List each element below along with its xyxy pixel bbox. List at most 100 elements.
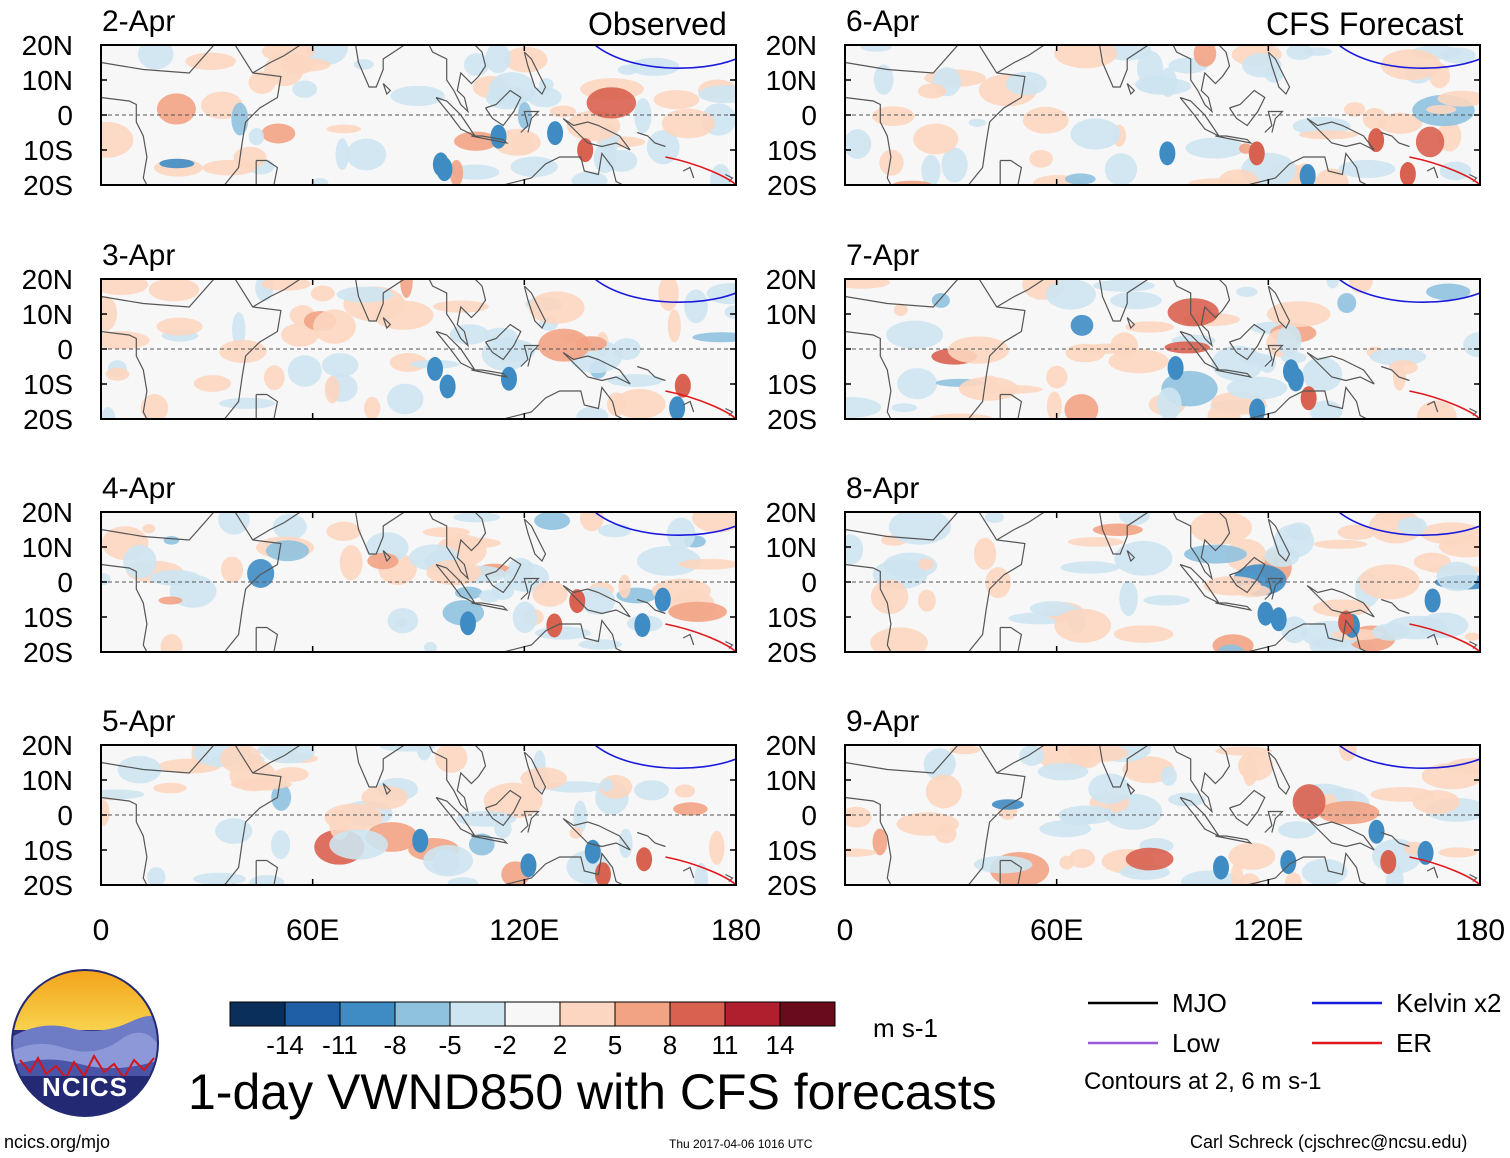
- map-panel: 20N 10N 0 10S 20S 2-Apr: [22, 5, 737, 201]
- x-tick-label: 0: [837, 914, 854, 947]
- y-tick-label: 10N: [766, 532, 817, 563]
- y-tick-label: 0: [801, 100, 817, 131]
- colorbar-level-label: 11: [712, 1030, 739, 1060]
- y-tick-label: 20S: [23, 870, 73, 901]
- y-tick-label: 20N: [766, 264, 817, 295]
- colorbar-level-label: -8: [383, 1030, 406, 1060]
- y-tick-label: 10S: [767, 835, 817, 866]
- colorbar-level-label: 5: [608, 1030, 622, 1060]
- y-tick-label: 10N: [766, 65, 817, 96]
- y-tick-label: 0: [57, 800, 73, 831]
- panel-date-label: 5-Apr: [102, 705, 175, 738]
- cfs-forecast-title: CFS Forecast: [1266, 6, 1464, 42]
- map-panel: 20N 10N 0 10S 20S 4-Apr: [22, 472, 737, 668]
- x-tick-label: 180: [711, 914, 761, 947]
- y-tick-label: 20S: [767, 170, 817, 201]
- colorbar-swatch: [504, 1001, 561, 1027]
- colorbar-swatch: [614, 1001, 671, 1027]
- legend-label: Low: [1172, 1028, 1220, 1058]
- colorbar-swatch: [339, 1001, 396, 1027]
- y-tick-label: 10N: [766, 299, 817, 330]
- y-tick-label: 10S: [767, 369, 817, 400]
- map-panel: 20N 10N 0 10S 20S 8-Apr: [766, 472, 1481, 668]
- y-tick-label: 10N: [22, 765, 73, 796]
- panel-date-label: 3-Apr: [102, 239, 175, 272]
- map-panel: 20N 10N 0 10S 20S 3-Apr: [22, 239, 737, 435]
- y-tick-label: 20N: [766, 30, 817, 61]
- y-tick-label: 0: [801, 334, 817, 365]
- y-tick-label: 20S: [23, 637, 73, 668]
- chart-title: 1-day VWND850 with CFS forecasts: [188, 1064, 997, 1120]
- y-tick-label: 20S: [767, 870, 817, 901]
- y-tick-label: 20N: [22, 264, 73, 295]
- colorbar-level-label: -11: [322, 1030, 358, 1060]
- y-tick-label: 20S: [767, 637, 817, 668]
- y-tick-label: 20S: [23, 170, 73, 201]
- x-tick-label: 120E: [1233, 914, 1303, 947]
- y-tick-label: 10N: [22, 299, 73, 330]
- y-tick-label: 10N: [22, 65, 73, 96]
- footer-timestamp: Thu 2017-04-06 1016 UTC: [669, 1137, 813, 1151]
- colorbar: -14 -11 -8 -5 -2 2 5 8 11 14: [229, 1001, 836, 1060]
- y-tick-label: 20S: [23, 404, 73, 435]
- colorbar-level-label: 8: [663, 1030, 677, 1060]
- map-panel: 20N 10N 0 10S 20S 6-Apr: [766, 5, 1481, 201]
- colorbar-swatch: [559, 1001, 616, 1027]
- y-tick-label: 20N: [22, 730, 73, 761]
- colorbar-level-label: 2: [553, 1030, 567, 1060]
- y-tick-label: 0: [57, 100, 73, 131]
- y-tick-label: 10N: [22, 532, 73, 563]
- y-tick-label: 10S: [23, 602, 73, 633]
- colorbar-swatch: [229, 1001, 286, 1027]
- footer-credit: Carl Schreck (cjschrec@ncsu.edu): [1190, 1132, 1468, 1152]
- colorbar-swatch: [724, 1001, 781, 1027]
- x-tick-label: 180: [1455, 914, 1505, 947]
- panel-date-label: 8-Apr: [846, 472, 919, 505]
- y-tick-label: 20N: [766, 730, 817, 761]
- legend: MJO Kelvin x2 Low ER: [1088, 988, 1502, 1058]
- x-tick-label: 60E: [1030, 914, 1083, 947]
- legend-label: Kelvin x2: [1396, 988, 1502, 1018]
- colorbar-swatch: [394, 1001, 451, 1027]
- panel-date-label: 7-Apr: [846, 239, 919, 272]
- legend-label: MJO: [1172, 988, 1227, 1018]
- colorbar-level-label: 14: [766, 1030, 795, 1060]
- colorbar-units: m s-1: [873, 1013, 938, 1043]
- y-tick-label: 0: [801, 567, 817, 598]
- x-tick-label: 60E: [286, 914, 339, 947]
- panel-date-label: 9-Apr: [846, 705, 919, 738]
- panel-date-label: 2-Apr: [102, 5, 175, 38]
- panel-date-label: 6-Apr: [846, 5, 919, 38]
- footer-url[interactable]: ncics.org/mjo: [4, 1132, 111, 1152]
- x-tick-label: 0: [93, 914, 110, 947]
- y-tick-label: 10S: [23, 835, 73, 866]
- colorbar-swatch: [449, 1001, 506, 1027]
- colorbar-level-label: -5: [438, 1030, 461, 1060]
- y-tick-label: 20S: [767, 404, 817, 435]
- map-panel: 20N 10N 0 10S 20S 9-Apr: [766, 705, 1481, 901]
- colorbar-swatch: [669, 1001, 726, 1027]
- y-tick-label: 0: [801, 800, 817, 831]
- observed-title: Observed: [588, 6, 727, 42]
- y-tick-label: 20N: [22, 497, 73, 528]
- map-panel: 20N 10N 0 10S 20S 5-Apr: [22, 705, 737, 901]
- panel-date-label: 4-Apr: [102, 472, 175, 505]
- ncics-logo: NCICS: [10, 968, 160, 1118]
- logo-text: NCICS: [42, 1072, 128, 1102]
- colorbar-swatch: [284, 1001, 341, 1027]
- y-tick-label: 0: [57, 334, 73, 365]
- y-tick-label: 10S: [23, 369, 73, 400]
- y-tick-label: 10S: [23, 135, 73, 166]
- y-tick-label: 20N: [766, 497, 817, 528]
- legend-label: ER: [1396, 1028, 1432, 1058]
- y-tick-label: 20N: [22, 30, 73, 61]
- colorbar-level-label: -2: [493, 1030, 516, 1060]
- y-tick-label: 10N: [766, 765, 817, 796]
- colorbar-level-label: -14: [266, 1030, 304, 1060]
- map-panel: 20N 10N 0 10S 20S 7-Apr: [766, 239, 1481, 435]
- contour-note: Contours at 2, 6 m s-1: [1084, 1068, 1322, 1095]
- y-tick-label: 10S: [767, 602, 817, 633]
- y-tick-label: 0: [57, 567, 73, 598]
- y-tick-label: 10S: [767, 135, 817, 166]
